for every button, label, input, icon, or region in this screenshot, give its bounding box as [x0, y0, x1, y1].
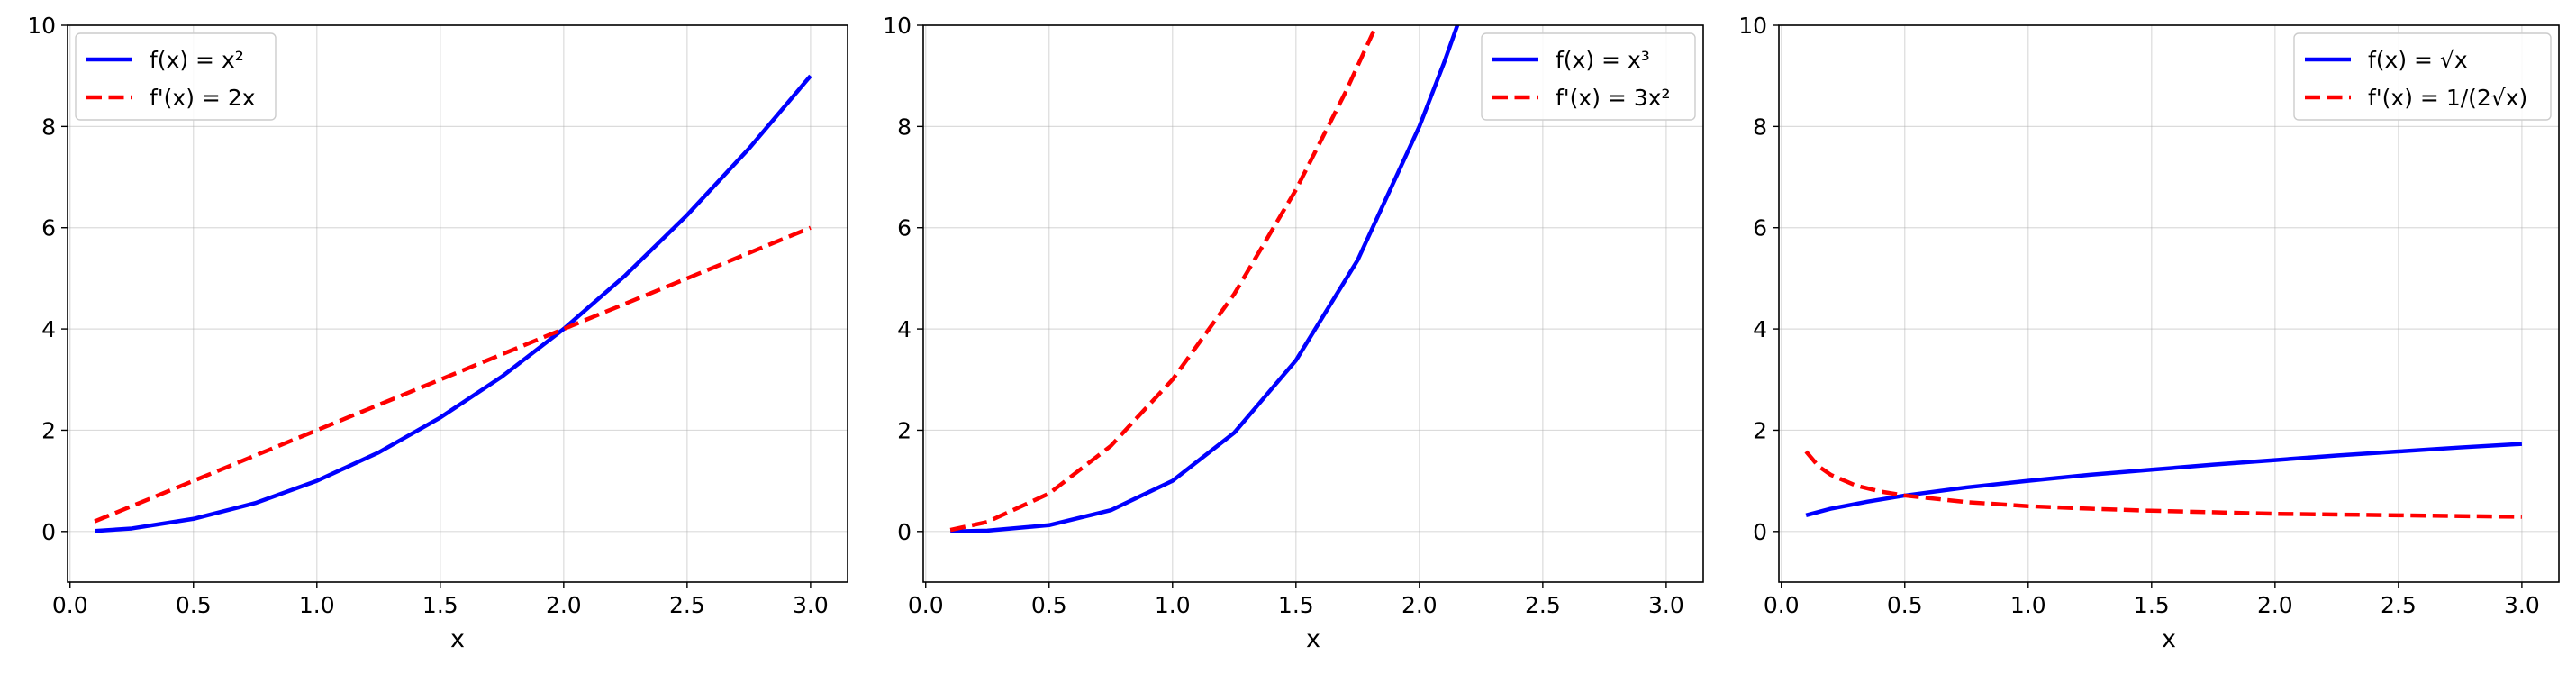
- x-tick-label: 2.5: [2381, 592, 2417, 618]
- chart-panel-3: 0.0 0.5 1.0 1.5 2.0 2.5 3.0 0 2 4 6 8 10 x f(x) = √x f'…: [1738, 13, 2560, 653]
- x-tick-label: 0.5: [176, 592, 212, 618]
- y-tick-label: 8: [41, 114, 56, 140]
- y-tick-label: 0: [897, 519, 912, 545]
- y-tick-label: 4: [1753, 316, 1767, 342]
- y-tick-label: 0: [1753, 519, 1767, 545]
- y-tick-label: 4: [41, 316, 56, 342]
- legend: f(x) = √x f'(x) = 1/(2√x): [2293, 32, 2552, 121]
- plot-frame: [67, 24, 848, 583]
- series-line-1: [94, 74, 812, 533]
- y-tick-label: 2: [897, 417, 912, 443]
- x-tick-label: 0.0: [1764, 592, 1800, 618]
- y-tick-label: 10: [27, 13, 56, 39]
- series-line-2: [1804, 450, 2522, 519]
- x-axis-label: x: [1306, 625, 1320, 653]
- plot-frame: [922, 24, 1704, 583]
- x-tick-label: 3.0: [2504, 592, 2540, 618]
- chart-panel-1: 0.0 0.5 1.0 1.5 2.0 2.5 3.0 0 2 4 6 8 10 x f(x) = x² f'…: [27, 13, 848, 653]
- legend-box: [2293, 32, 2552, 121]
- x-tick-label: 1.5: [422, 592, 458, 618]
- y-tick-label: 8: [897, 114, 912, 140]
- x-tick-label: 2.0: [2257, 592, 2293, 618]
- x-tick-label: 1.0: [1155, 592, 1191, 618]
- y-tick-label: 6: [1753, 215, 1767, 241]
- y-tick-label: 10: [1738, 13, 1767, 39]
- legend-entry-1: f(x) = √x: [2368, 47, 2468, 73]
- legend-entry-2: f'(x) = 2x: [150, 85, 256, 111]
- chart-panel-2: 0.0 0.5 1.0 1.5 2.0 2.5 3.0 0 2 4 6 8 10 x f(x) = x³ f'…: [883, 13, 1704, 653]
- plot-frame: [1778, 24, 2560, 583]
- x-tick-label: 2.5: [1525, 592, 1561, 618]
- x-tick-label: 1.0: [299, 592, 335, 618]
- y-tick-label: 0: [41, 519, 56, 545]
- y-tick-label: 8: [1753, 114, 1767, 140]
- x-tick-label: 2.5: [669, 592, 705, 618]
- x-tick-label: 1.5: [2134, 592, 2170, 618]
- x-tick-label: 0.5: [1031, 592, 1067, 618]
- legend: f(x) = x² f'(x) = 2x: [75, 32, 277, 121]
- x-axis-label: x: [2162, 625, 2176, 653]
- legend-entry-1: f(x) = x³: [1556, 47, 1650, 73]
- x-tick-label: 3.0: [1648, 592, 1684, 618]
- legend-box: [75, 32, 277, 121]
- x-tick-label: 0.5: [1887, 592, 1923, 618]
- x-tick-label: 0.0: [52, 592, 88, 618]
- y-tick-label: 10: [883, 13, 912, 39]
- y-tick-label: 4: [897, 316, 912, 342]
- x-tick-label: 0.0: [908, 592, 944, 618]
- series-line-2: [94, 225, 812, 524]
- x-axis-label: x: [450, 625, 465, 653]
- series-line-1: [950, 25, 1460, 534]
- legend-entry-2: f'(x) = 3x²: [1556, 85, 1671, 111]
- series-line-1: [1805, 442, 2523, 518]
- x-tick-label: 3.0: [793, 592, 829, 618]
- legend-entry-1: f(x) = x²: [150, 47, 244, 73]
- y-tick-label: 6: [41, 215, 56, 241]
- legend-entry-2: f'(x) = 1/(2√x): [2368, 85, 2527, 111]
- y-tick-label: 6: [897, 215, 912, 241]
- x-tick-label: 2.0: [1401, 592, 1438, 618]
- series-line-2: [949, 25, 1379, 533]
- legend-box: [1481, 32, 1696, 121]
- y-tick-label: 2: [41, 417, 56, 443]
- x-tick-label: 1.0: [2010, 592, 2046, 618]
- y-tick-label: 2: [1753, 417, 1767, 443]
- legend: f(x) = x³ f'(x) = 3x²: [1481, 32, 1696, 121]
- x-tick-label: 2.0: [546, 592, 582, 618]
- x-tick-label: 1.5: [1278, 592, 1314, 618]
